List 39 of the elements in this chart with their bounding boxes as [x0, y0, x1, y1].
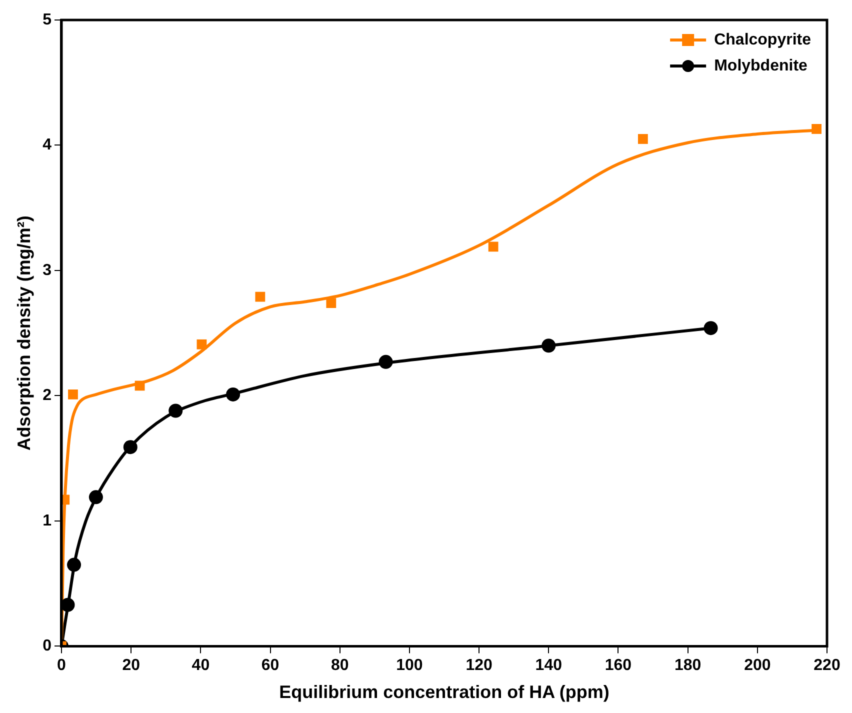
y-tick-label: 2 [42, 387, 52, 404]
point [226, 387, 240, 402]
y-tick-label: 4 [42, 136, 52, 154]
point [62, 598, 75, 612]
x-tick-label: 200 [744, 657, 771, 674]
point [255, 292, 266, 302]
legend-label: Chalcopyrite [714, 31, 812, 48]
x-tick-label: 220 [814, 657, 840, 674]
point [326, 298, 336, 308]
point [488, 242, 498, 252]
point [812, 124, 822, 134]
x-axis-title: Equilibrium concentration of HA (ppm) [279, 682, 610, 702]
x-tick-label: 160 [604, 657, 632, 674]
point [378, 354, 393, 369]
y-tick-label: 0 [42, 638, 52, 655]
point [542, 338, 556, 353]
point [88, 490, 103, 504]
y-axis-title: Adsorption density (mg/m²) [14, 216, 34, 451]
point [168, 404, 183, 418]
x-tick-label: 20 [122, 657, 140, 674]
x-tick-label: 0 [57, 657, 66, 674]
x-tick-label: 120 [466, 657, 492, 674]
y-tick-label: 5 [42, 11, 52, 28]
point [68, 390, 78, 400]
x-tick-label: 60 [261, 657, 280, 674]
x-tick-label: 140 [535, 657, 562, 674]
y-tick-label: 1 [42, 512, 52, 530]
x-tick-label: 40 [192, 657, 210, 674]
x-tick-label: 100 [396, 657, 423, 674]
x-tick-label: 80 [330, 657, 349, 674]
legend-label: Molybdenite [714, 57, 808, 74]
point [196, 339, 207, 350]
y-tick-label: 3 [42, 262, 52, 279]
point [123, 440, 138, 454]
point [704, 321, 718, 336]
point [67, 558, 82, 572]
point [134, 380, 145, 391]
point [638, 134, 648, 144]
x-tick-label: 180 [674, 657, 702, 674]
